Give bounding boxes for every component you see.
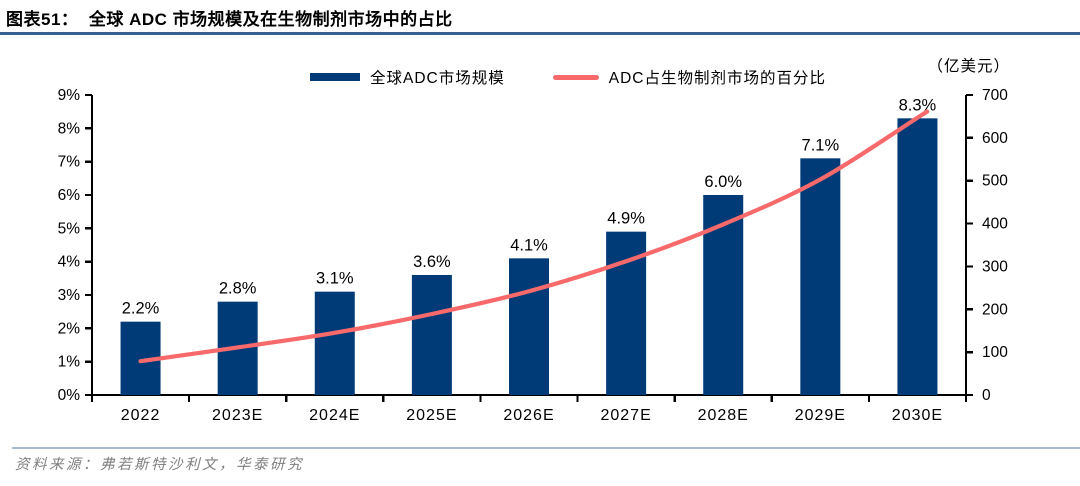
svg-text:3.1%: 3.1% (316, 270, 354, 288)
bar-data-labels: 2.2% 2.8% 3.1% 3.6% 4.1% 4.9% 6.0% 7.1% 8.3% (122, 96, 937, 317)
svg-text:200: 200 (982, 301, 1008, 318)
figure-title: 图表51： 全球 ADC 市场规模及在生物制剂市场中的占比 (6, 10, 453, 29)
svg-text:500: 500 (982, 173, 1008, 190)
source-note: 资料来源：弗若斯特沙利文，华泰研究 (15, 457, 304, 473)
bar (897, 118, 938, 396)
bar-series (120, 118, 938, 396)
title-underline (0, 32, 1080, 35)
svg-text:2027E: 2027E (600, 407, 651, 424)
svg-text:2%: 2% (58, 320, 81, 337)
svg-text:5%: 5% (58, 220, 81, 237)
axis-tick-labels: 0% 1% 2% 3% 4% 5% 6% 7% 8% 9% 0 100 200 300 400 500 600 7… (58, 87, 1009, 424)
svg-text:1%: 1% (58, 354, 81, 371)
svg-text:8%: 8% (58, 120, 81, 137)
svg-text:2026E: 2026E (503, 407, 554, 424)
bar (606, 231, 647, 395)
svg-text:3%: 3% (58, 287, 81, 304)
source-divider (12, 447, 1080, 449)
svg-text:2025E: 2025E (406, 407, 457, 424)
svg-text:100: 100 (982, 344, 1008, 361)
line-series (138, 109, 930, 364)
legend-label-percentage: ADC占生物制剂市场的百分比 (608, 70, 826, 87)
svg-text:400: 400 (982, 216, 1008, 233)
svg-text:6.0%: 6.0% (704, 173, 742, 191)
svg-text:0%: 0% (58, 387, 81, 404)
line-swatch-icon (552, 74, 599, 80)
svg-text:4%: 4% (58, 254, 81, 271)
legend-item-percentage: ADC占生物制剂市场的百分比 (552, 66, 826, 88)
svg-text:300: 300 (982, 258, 1008, 275)
svg-text:600: 600 (982, 130, 1008, 147)
bar-swatch-icon (310, 73, 361, 81)
svg-text:9%: 9% (58, 87, 81, 104)
svg-text:2022: 2022 (121, 407, 161, 424)
svg-text:6%: 6% (58, 187, 81, 204)
bar (800, 158, 841, 395)
legend-label-market-size: 全球ADC市场规模 (370, 70, 505, 87)
svg-text:7%: 7% (58, 154, 81, 171)
svg-text:8.3%: 8.3% (899, 96, 937, 114)
svg-text:3.6%: 3.6% (413, 253, 451, 271)
bar (411, 275, 452, 395)
svg-text:2.8%: 2.8% (219, 280, 257, 298)
legend: 全球ADC市场规模 ADC占生物制剂市场的百分比 (28, 66, 1080, 88)
svg-text:2024E: 2024E (309, 407, 360, 424)
svg-text:4.9%: 4.9% (607, 210, 645, 228)
svg-text:2028E: 2028E (698, 407, 749, 424)
svg-text:2023E: 2023E (212, 407, 263, 424)
svg-text:7.1%: 7.1% (802, 136, 840, 154)
svg-text:2030E: 2030E (892, 407, 943, 424)
svg-text:2029E: 2029E (795, 407, 846, 424)
svg-text:2.2%: 2.2% (122, 300, 160, 318)
bar (314, 291, 355, 395)
svg-text:4.1%: 4.1% (510, 236, 548, 254)
chart-plot: 0% 1% 2% 3% 4% 5% 6% 7% 8% 9% 0 100 200 300 400 500 600 7… (58, 87, 1009, 424)
svg-text:0: 0 (982, 387, 991, 404)
right-axis-unit-label: （亿美元） (927, 58, 1010, 75)
svg-text:700: 700 (982, 87, 1008, 104)
legend-item-market-size: 全球ADC市场规模 (310, 66, 505, 88)
bar (509, 258, 549, 395)
